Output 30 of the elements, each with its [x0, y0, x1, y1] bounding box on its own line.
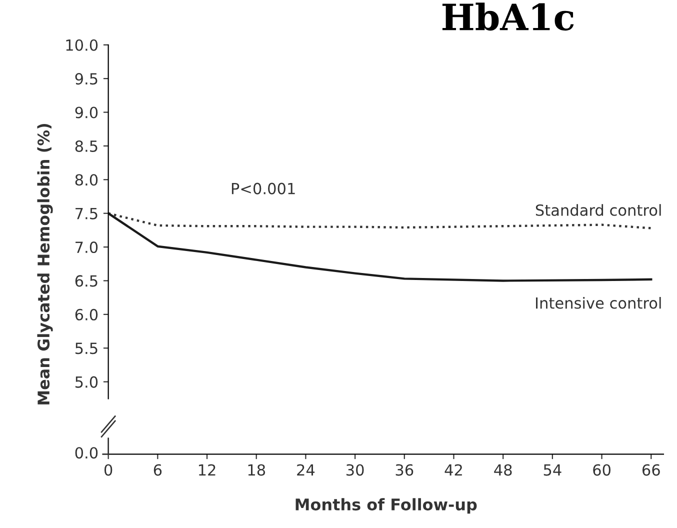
x-tick-label: 18 — [248, 464, 266, 476]
series-label: Standard control — [536, 204, 661, 216]
x-tick-label: 6 — [154, 464, 162, 476]
x-tick-label: 24 — [297, 464, 315, 476]
series-label: Intensive control — [536, 296, 661, 309]
x-tick-label: 42 — [444, 464, 462, 476]
x-tick-label: 66 — [642, 464, 660, 476]
y-tick-label: 9.0 — [75, 106, 98, 118]
y-axis-title: Mean Glycated Hemoglobin (%) — [37, 124, 53, 404]
x-tick-label: 36 — [396, 464, 414, 476]
text: 0.0 — [75, 447, 98, 459]
y-tick-label: 5.0 — [75, 376, 98, 388]
y-tick-label: 9.5 — [75, 73, 98, 85]
x-tick-label: 12 — [198, 464, 216, 476]
annotation: P<0.001 — [232, 182, 295, 194]
y-tick-label: 7.0 — [76, 241, 98, 254]
x-tick-label: 60 — [593, 464, 610, 476]
y-tick-label: 5.5 — [75, 342, 98, 354]
x-tick-label: 54 — [544, 464, 562, 476]
x-axis-title: Months of Follow-up — [296, 498, 477, 514]
y-tick-label: 6.5 — [75, 275, 98, 287]
x-tick-label: 30 — [346, 464, 364, 476]
y-tick-label: 8.0 — [75, 174, 98, 186]
y-tick-label: 10.0 — [66, 39, 98, 51]
y-tick-label: 8.5 — [75, 140, 98, 152]
x-tick-label: 0 — [104, 464, 112, 476]
y-tick-label: 7.5 — [76, 208, 98, 220]
chart-title: HbA1c — [442, 2, 574, 31]
y-tick-label: 6.0 — [75, 308, 98, 320]
x-tick-label: 48 — [494, 464, 512, 476]
